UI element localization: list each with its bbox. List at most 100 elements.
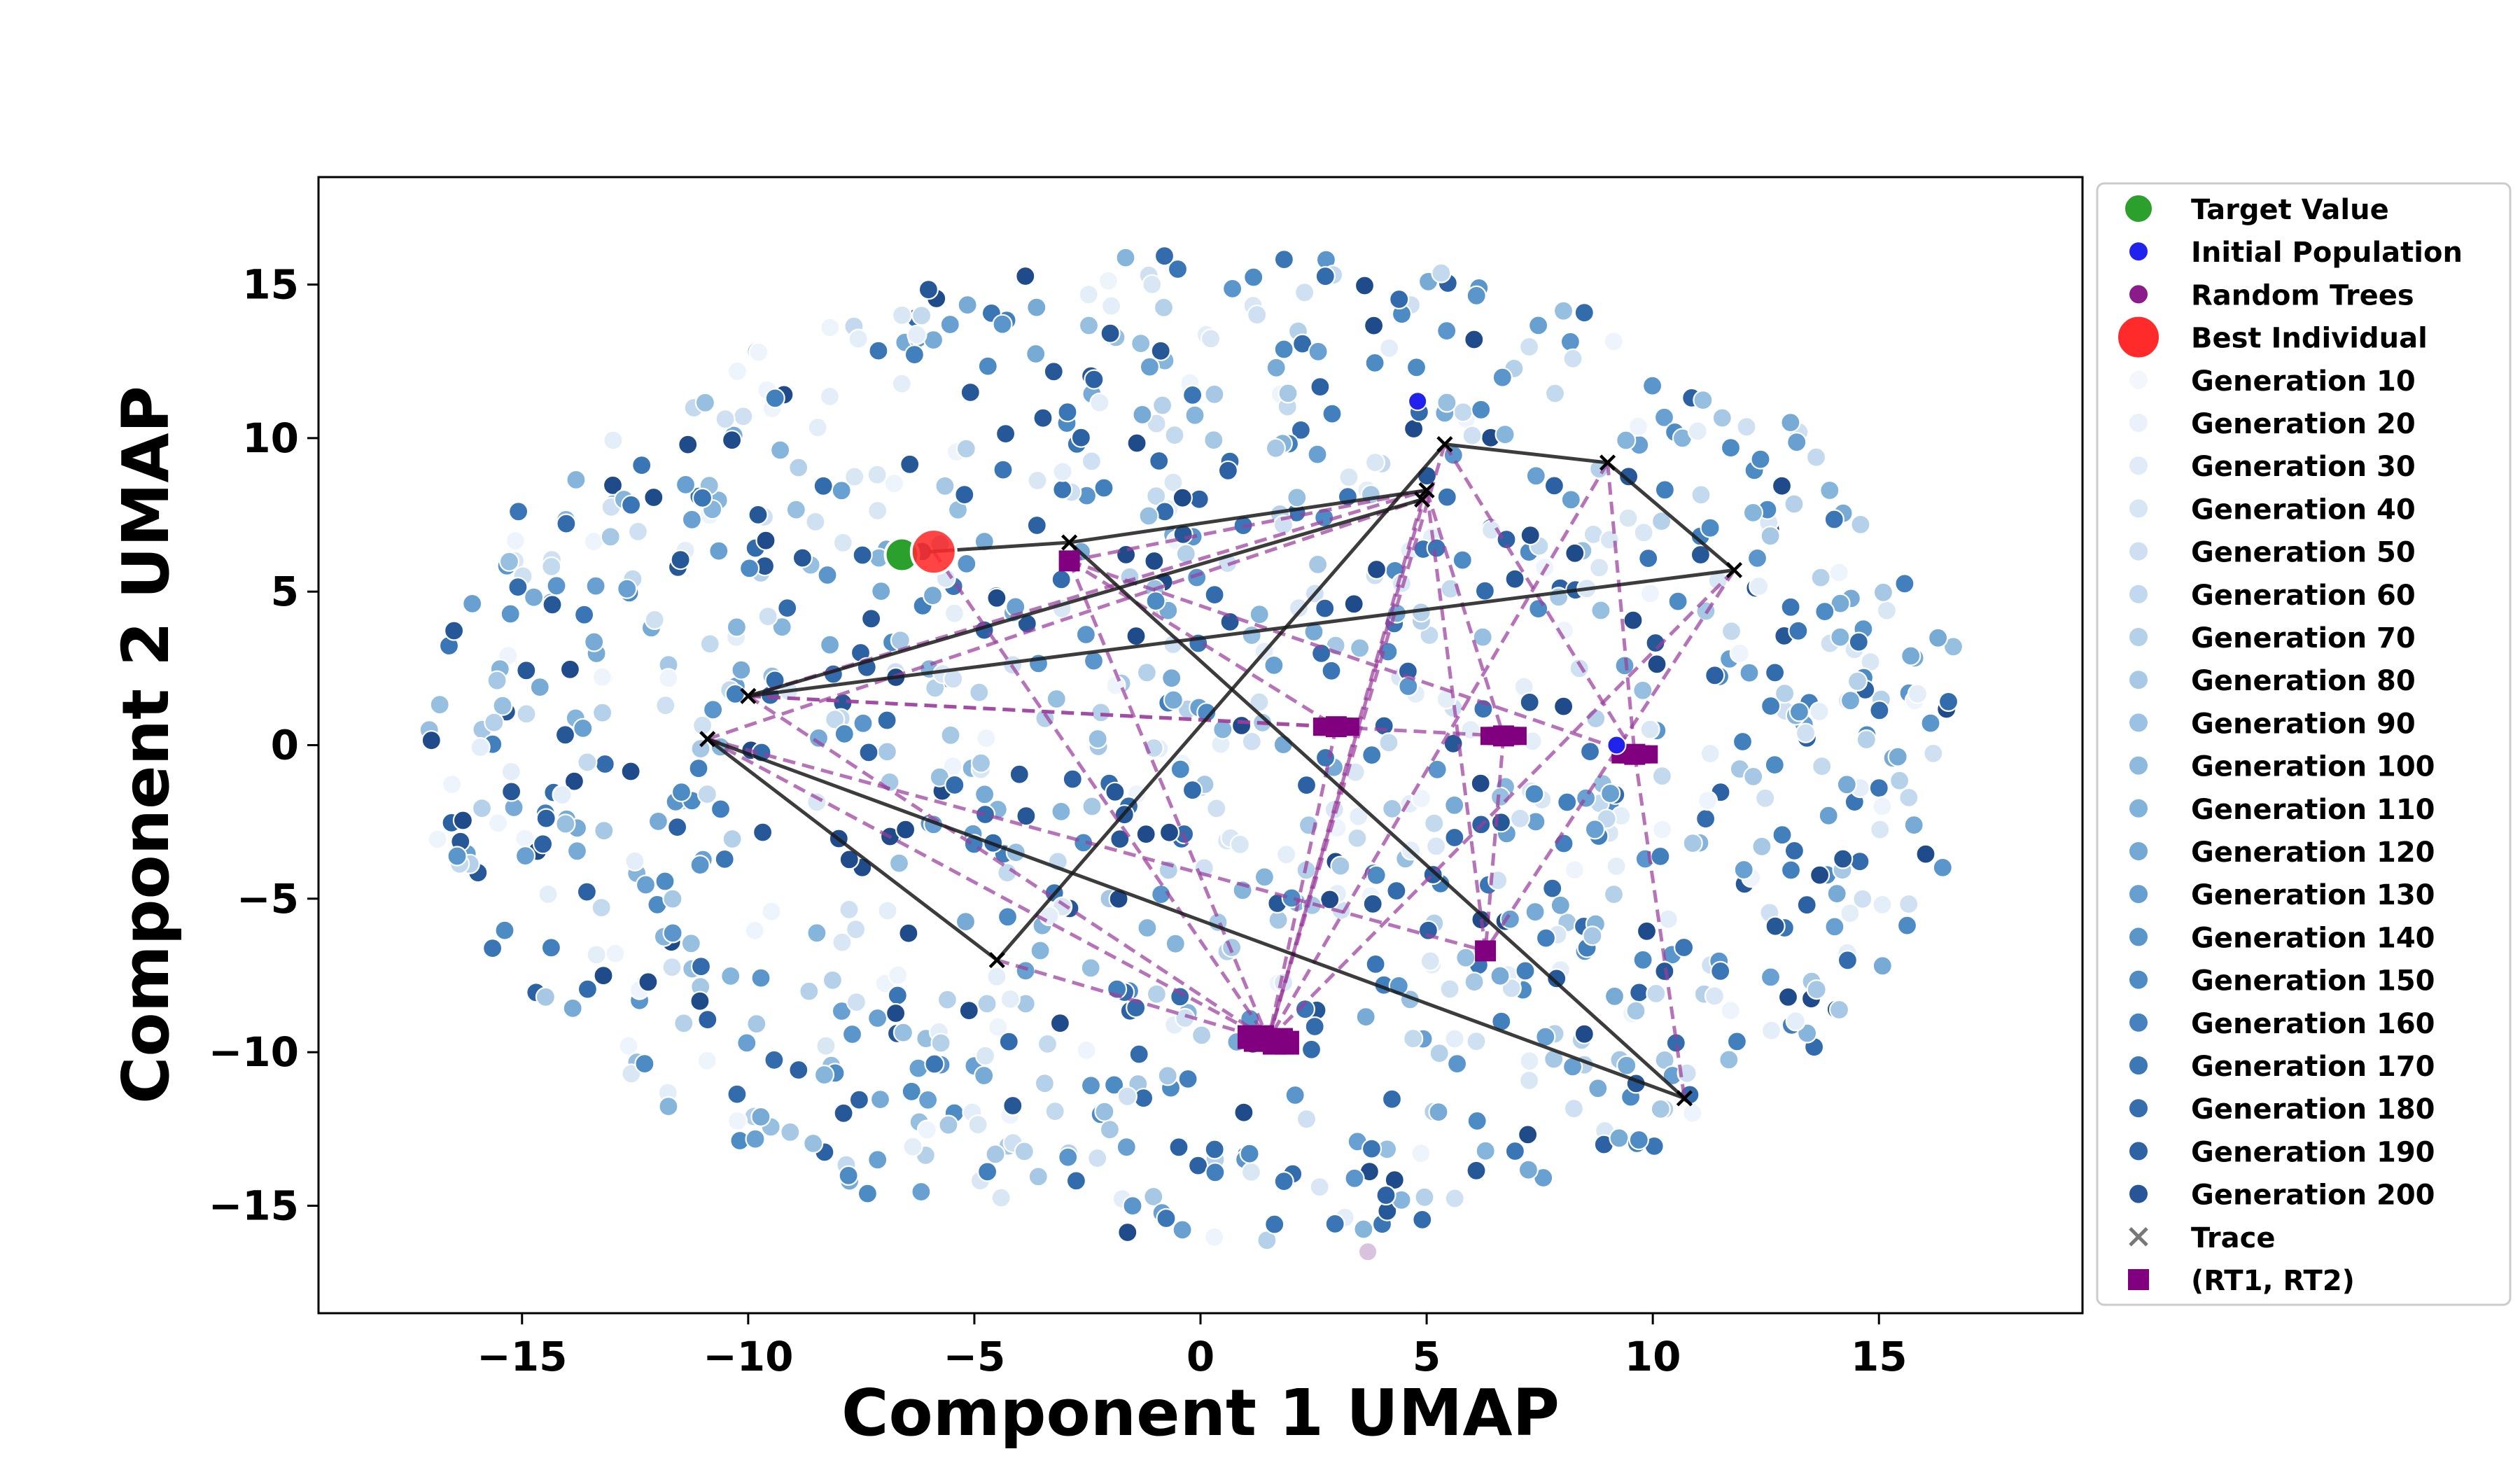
population-point <box>1780 412 1801 433</box>
population-point <box>1470 773 1491 794</box>
population-point <box>1812 756 1833 777</box>
legend-marker-icon <box>2128 1055 2149 1076</box>
population-point <box>1646 654 1667 675</box>
population-point <box>1650 1098 1671 1120</box>
population-point <box>592 702 613 723</box>
population-point <box>1075 624 1097 645</box>
y-tick-label: 5 <box>271 568 299 615</box>
population-point <box>1464 972 1485 993</box>
population-point <box>1100 295 1122 316</box>
population-point <box>1062 769 1083 790</box>
population-point <box>1426 836 1447 857</box>
population-point <box>750 967 771 988</box>
population-point <box>1275 844 1297 865</box>
legend-entry: Generation 140 <box>2128 922 2435 954</box>
population-point <box>957 295 978 316</box>
population-point <box>1447 1053 1468 1074</box>
population-point <box>1026 297 1047 318</box>
population-point <box>839 849 860 870</box>
population-point <box>1378 732 1399 753</box>
population-point <box>777 597 798 619</box>
legend-marker-icon <box>2128 241 2149 262</box>
population-point <box>1287 487 1308 508</box>
population-point <box>906 324 927 345</box>
population-point <box>696 783 718 805</box>
population-point <box>1682 1102 1703 1124</box>
population-point <box>1667 591 1688 612</box>
population-point <box>727 1084 748 1105</box>
population-point <box>1923 743 1944 764</box>
population-point <box>1204 384 1225 405</box>
population-point <box>1584 819 1605 840</box>
legend-label: Generation 20 <box>2191 408 2416 440</box>
population-point <box>1850 514 1871 536</box>
population-point <box>1087 1147 1108 1169</box>
population-point <box>634 1053 655 1074</box>
population-point <box>1087 728 1108 750</box>
population-point <box>848 1089 870 1110</box>
population-point <box>1307 554 1329 575</box>
population-point <box>1574 302 1595 323</box>
population-point <box>808 727 830 749</box>
population-point <box>1032 407 1054 428</box>
population-point <box>960 382 981 403</box>
population-point <box>1700 743 1721 764</box>
legend-entry: Generation 90 <box>2128 708 2416 740</box>
population-point <box>1780 860 1802 881</box>
population-point <box>819 386 841 407</box>
population-point <box>620 761 641 782</box>
legend-entry: Generation 120 <box>2128 836 2435 869</box>
population-point <box>1550 895 1571 916</box>
population-point <box>1915 844 1936 864</box>
population-point <box>1309 1177 1330 1198</box>
population-point <box>1365 953 1386 975</box>
population-point <box>1322 403 1343 424</box>
legend-entry: Generation 60 <box>2128 580 2416 612</box>
population-point <box>1746 547 1768 569</box>
population-point <box>930 1032 951 1054</box>
legend-entry: Generation 40 <box>2128 493 2416 526</box>
population-point <box>681 509 703 530</box>
population-point <box>1164 424 1185 446</box>
population-point <box>1364 451 1386 473</box>
rt-connection-line <box>748 694 1504 738</box>
population-point <box>1837 950 1858 971</box>
population-point <box>848 328 869 349</box>
population-point <box>1294 999 1316 1020</box>
population-point <box>1519 692 1540 713</box>
population-point <box>1777 986 1799 1008</box>
population-point <box>750 1106 771 1128</box>
population-point <box>1805 447 1827 468</box>
population-point <box>600 526 621 547</box>
population-point <box>853 713 874 734</box>
legend-marker-icon <box>2128 883 2149 905</box>
population-point <box>1296 774 1317 796</box>
population-point <box>1030 940 1051 961</box>
population-point <box>970 752 992 774</box>
population-point <box>1833 848 1854 869</box>
population-point <box>1553 300 1574 321</box>
population-point <box>1712 407 1732 428</box>
trace-segment <box>1606 461 1736 572</box>
population-point <box>974 1045 996 1066</box>
population-point <box>1474 580 1495 601</box>
population-point <box>1157 1065 1178 1086</box>
legend-label: Generation 40 <box>2191 493 2416 526</box>
legend-marker-icon <box>2128 669 2149 691</box>
legend-marker-icon <box>2128 755 2149 776</box>
legend-entry: Generation 170 <box>2128 1051 2435 1083</box>
population-point <box>699 634 720 654</box>
population-point <box>554 724 576 746</box>
population-point <box>1872 894 1893 916</box>
rt-connection-line <box>1483 736 1506 951</box>
population-point <box>1410 1142 1432 1164</box>
trace-x-marker <box>699 731 716 748</box>
population-point <box>577 752 598 773</box>
population-point <box>1603 883 1625 905</box>
population-point <box>1636 920 1658 941</box>
population-point <box>1046 688 1067 710</box>
legend-label: Target Value <box>2191 194 2389 226</box>
population-point <box>1058 1147 1079 1168</box>
rt-pair-square <box>1475 940 1497 962</box>
population-point <box>1142 274 1163 295</box>
